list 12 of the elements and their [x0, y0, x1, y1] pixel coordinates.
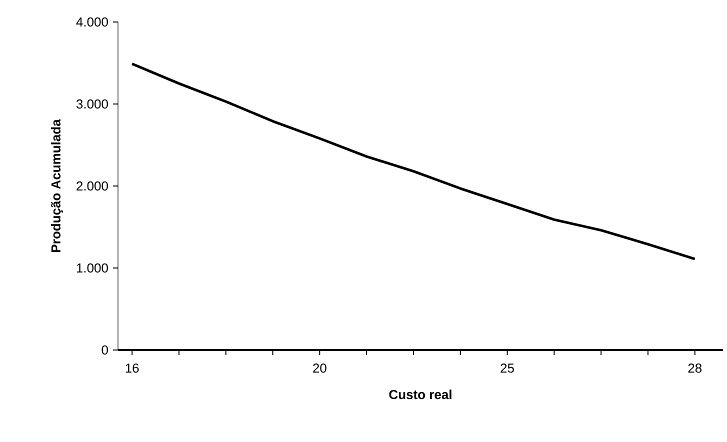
x-axis-title: Custo real: [389, 390, 452, 400]
line-series: [130, 62, 696, 260]
y-tick-label: 3.000: [76, 99, 108, 109]
x-tick-label: 28: [688, 364, 702, 373]
x-tick-label: 16: [126, 364, 139, 373]
y-tick-label: 2.000: [76, 181, 108, 191]
y-axis-title: Produção Acumulada: [50, 119, 64, 252]
y-tick-label: 0: [102, 345, 108, 355]
y-tick-label: 4.000: [76, 17, 108, 27]
x-tick-label: 25: [500, 364, 514, 373]
y-tick-label: 1.000: [76, 263, 108, 273]
x-tick-label: 20: [313, 364, 326, 373]
